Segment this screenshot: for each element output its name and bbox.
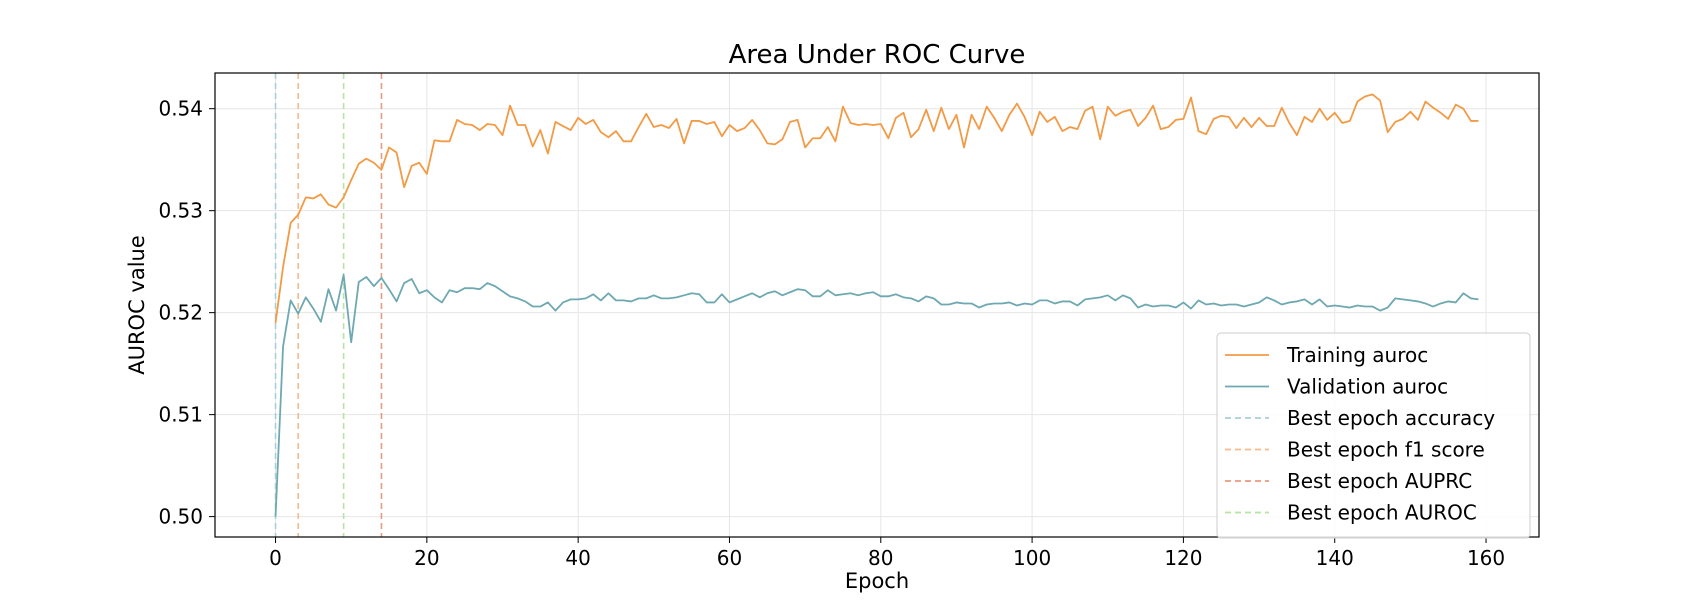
legend-label: Best epoch f1 score [1287, 438, 1485, 462]
x-axis-label: Epoch [845, 569, 909, 593]
legend: Training auroc Validation auroc Best epoch… [1216, 332, 1531, 539]
y-axis-label: AUROC value [125, 235, 149, 375]
x-tick-label: 120 [1164, 546, 1202, 570]
legend-label: Best epoch accuracy [1287, 406, 1495, 430]
best-epoch-lines [274, 73, 383, 537]
legend-box [1216, 332, 1531, 539]
series-lines [274, 93, 1479, 517]
y-tick-label: 0.52 [158, 301, 203, 325]
legend-label: Best epoch AUROC [1287, 501, 1477, 525]
plot-area-frame [214, 72, 1540, 538]
legend-label: Training auroc [1286, 343, 1428, 367]
y-tick-label: 0.51 [158, 403, 203, 427]
x-tick-label: 60 [717, 546, 742, 570]
x-tick-label: 100 [1013, 546, 1051, 570]
y-tick-label: 0.54 [158, 97, 203, 121]
y-tick-label: 0.50 [158, 505, 203, 529]
x-tick-label: 140 [1316, 546, 1354, 570]
axis-ticks: 0 20 40 60 80 100 120 140 160 0.50 0.51 0.52 0.53 0.5… [158, 97, 1505, 570]
x-tick-label: 40 [565, 546, 590, 570]
x-tick-label: 0 [269, 546, 282, 570]
series-line-training [274, 93, 1479, 323]
legend-label: Best epoch AUPRC [1287, 469, 1472, 493]
y-tick-label: 0.53 [158, 199, 203, 223]
legend-label: Validation auroc [1287, 375, 1448, 399]
x-tick-label: 80 [868, 546, 893, 570]
chart-title: Area Under ROC Curve [729, 40, 1026, 70]
x-tick-label: 160 [1467, 546, 1505, 570]
series-line-validation [274, 274, 1479, 517]
x-tick-label: 20 [414, 546, 439, 570]
